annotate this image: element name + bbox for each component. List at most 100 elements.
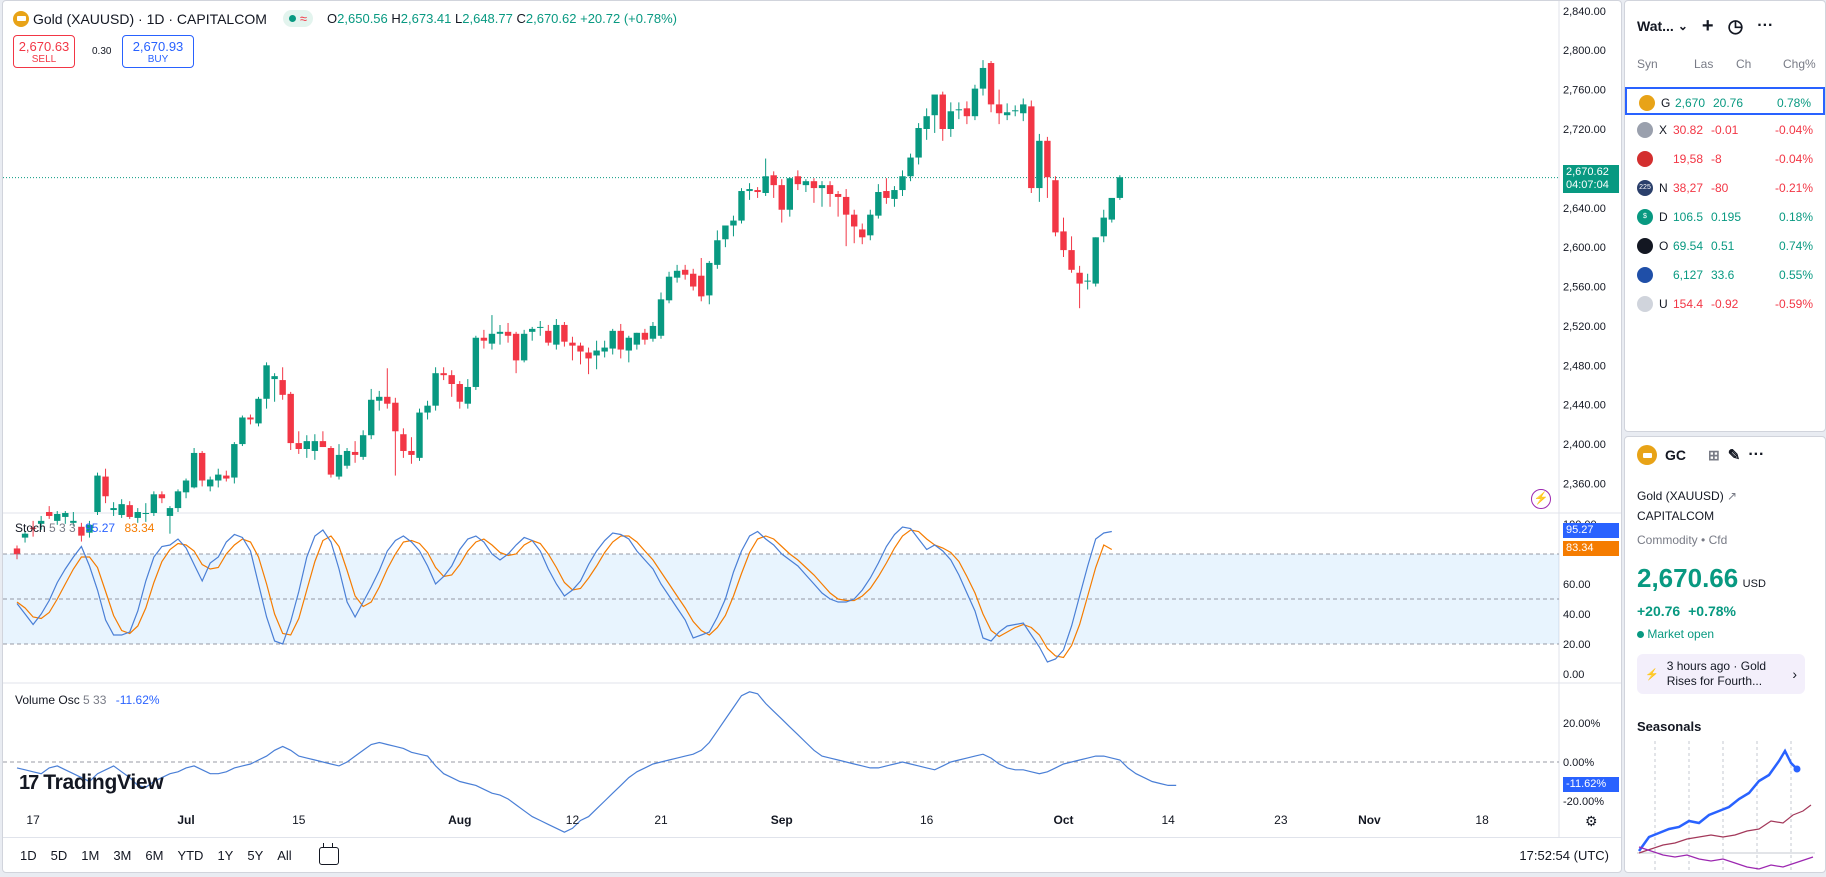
- chart-canvas[interactable]: 2,840.002,800.002,760.002,720.002,680.00…: [3, 1, 1621, 837]
- watchlist-row[interactable]: 6,127 33.6 0.55%: [1625, 261, 1825, 289]
- stoch-k-tag: 95.27: [1563, 523, 1619, 538]
- range-button-ytd[interactable]: YTD: [177, 848, 204, 863]
- range-button-all[interactable]: All: [277, 848, 292, 863]
- range-button-5d[interactable]: 5D: [50, 848, 68, 863]
- watchlist-change-pct: 0.18%: [1778, 210, 1813, 224]
- range-button-6m[interactable]: 6M: [145, 848, 164, 863]
- candle: [875, 184, 882, 219]
- watchlist-row[interactable]: 225 N 38,27 -80 -0.21%: [1625, 174, 1825, 202]
- market-open-dot-icon: [288, 15, 296, 22]
- market-status-pill[interactable]: ≈: [282, 10, 314, 27]
- range-button-1y[interactable]: 1Y: [217, 848, 234, 863]
- range-button-3m[interactable]: 3M: [113, 848, 132, 863]
- watchlist-row[interactable]: G 2,670 20.76 0.78%: [1625, 87, 1825, 115]
- volume-osc-legend[interactable]: Volume Osc 5 33 -11.62%: [15, 693, 160, 707]
- external-link-icon[interactable]: ↗: [1727, 489, 1738, 503]
- watchlist-symbol: N: [1659, 181, 1668, 195]
- price-grid: [3, 1, 1621, 837]
- symbol-title[interactable]: Gold (XAUUSD) · 1D · CAPITALCOM: [33, 10, 267, 27]
- candle-body: [673, 270, 681, 278]
- candle: [714, 230, 721, 269]
- candle-body: [553, 324, 560, 345]
- range-button-5y[interactable]: 5Y: [247, 848, 264, 863]
- details-full-name[interactable]: Gold (XAUUSD): [1637, 489, 1724, 503]
- col-last[interactable]: Las: [1694, 57, 1714, 71]
- candle-body: [158, 494, 166, 499]
- volume-osc-value: -11.62%: [115, 693, 160, 707]
- candle: [907, 153, 914, 182]
- candle: [1076, 265, 1083, 309]
- axis-settings-gear-icon[interactable]: ⚙: [1585, 813, 1598, 829]
- candle: [37, 515, 45, 530]
- price-axis-label: 2,840.00: [1563, 6, 1606, 18]
- chart-panel[interactable]: 2,840.002,800.002,760.002,720.002,680.00…: [2, 0, 1622, 873]
- candle-body: [810, 181, 818, 189]
- candle: [520, 329, 528, 363]
- market-status-row: Market open: [1637, 627, 1714, 641]
- candle-body: [182, 480, 190, 493]
- layout-grid-icon[interactable]: ⊞: [1708, 446, 1720, 463]
- news-card[interactable]: ⚡ 3 hours ago · Gold Rises for Fourth...…: [1637, 654, 1805, 694]
- candle: [947, 102, 954, 137]
- watchlist-title[interactable]: Wat...: [1637, 18, 1674, 34]
- add-symbol-plus-icon[interactable]: +: [1701, 14, 1714, 37]
- candle-body: [537, 326, 544, 328]
- tradingview-mark-icon: 17: [19, 771, 39, 794]
- watchlist-symbol: O: [1659, 239, 1669, 253]
- candle: [754, 187, 761, 198]
- watchlist-last: 30.82: [1673, 123, 1704, 137]
- candle: [770, 171, 777, 198]
- watchlist-row[interactable]: U 154.4 -0.92 -0.59%: [1625, 290, 1825, 318]
- watchlist-row[interactable]: 19,58 -8 -0.04%: [1625, 145, 1825, 173]
- stoch-legend[interactable]: Stoch 5 3 3 95.27 83.34: [15, 521, 154, 535]
- col-change-pct[interactable]: Chg%: [1783, 57, 1816, 71]
- candle: [746, 183, 753, 200]
- details-more-icon[interactable]: ···: [1748, 446, 1765, 463]
- time-axis-label: 16: [920, 813, 934, 827]
- bar-countdown: 04:07:04: [1566, 179, 1609, 191]
- seasonals-title[interactable]: Seasonals: [1637, 719, 1702, 734]
- symbol-logo-icon: [1637, 151, 1653, 167]
- candle-body: [585, 352, 592, 359]
- col-symbol[interactable]: Syn: [1637, 57, 1658, 71]
- candle: [62, 511, 69, 524]
- watchlist-row[interactable]: $ D 106.5 0.195 0.18%: [1625, 203, 1825, 231]
- candle-body: [94, 475, 101, 513]
- candle: [561, 321, 568, 347]
- candle: [690, 268, 697, 291]
- candle: [553, 319, 560, 350]
- candle-body: [311, 441, 319, 451]
- details-symbol[interactable]: GC: [1665, 447, 1686, 463]
- candle-body: [577, 345, 584, 352]
- col-change[interactable]: Ch: [1736, 57, 1752, 71]
- watchlist-clock-icon[interactable]: ◷: [1727, 15, 1744, 36]
- watchlist-row[interactable]: X 30.82 -0.01 -0.04%: [1625, 116, 1825, 144]
- candle-body: [794, 176, 802, 185]
- watchlist-row[interactable]: O 69.54 0.51 0.74%: [1625, 232, 1825, 260]
- candle: [303, 435, 310, 458]
- candle: [923, 108, 930, 140]
- candle-body: [335, 454, 343, 477]
- edit-note-icon[interactable]: ✎: [1727, 447, 1741, 464]
- clock-timezone[interactable]: 17:52:54 (UTC): [1519, 848, 1609, 863]
- watchlist-more-icon[interactable]: ···: [1757, 17, 1774, 34]
- tradingview-logo[interactable]: 17 TradingView: [19, 771, 164, 795]
- candle-body: [746, 189, 753, 192]
- details-type: Commodity: [1637, 533, 1698, 547]
- seasonals-chart[interactable]: [1637, 741, 1815, 873]
- watchlist-dropdown-chevron-icon[interactable]: ⌄: [1677, 19, 1688, 33]
- candle-body: [504, 331, 512, 336]
- go-to-date-calendar-icon[interactable]: [318, 842, 339, 865]
- range-button-1d[interactable]: 1D: [20, 848, 37, 863]
- watchlist-last: 69.54: [1673, 239, 1704, 253]
- candle-body: [899, 176, 906, 191]
- sell-button[interactable]: 2,670.63 SELL: [13, 35, 75, 68]
- candle: [376, 390, 383, 411]
- range-button-1m[interactable]: 1M: [81, 848, 100, 863]
- buy-button[interactable]: 2,670.93 BUY: [122, 35, 194, 68]
- candle: [593, 340, 600, 370]
- lightning-icon[interactable]: ⚡: [1531, 489, 1551, 509]
- candle: [786, 177, 793, 217]
- watchlist-last: 106.5: [1673, 210, 1704, 224]
- candle: [1028, 100, 1035, 193]
